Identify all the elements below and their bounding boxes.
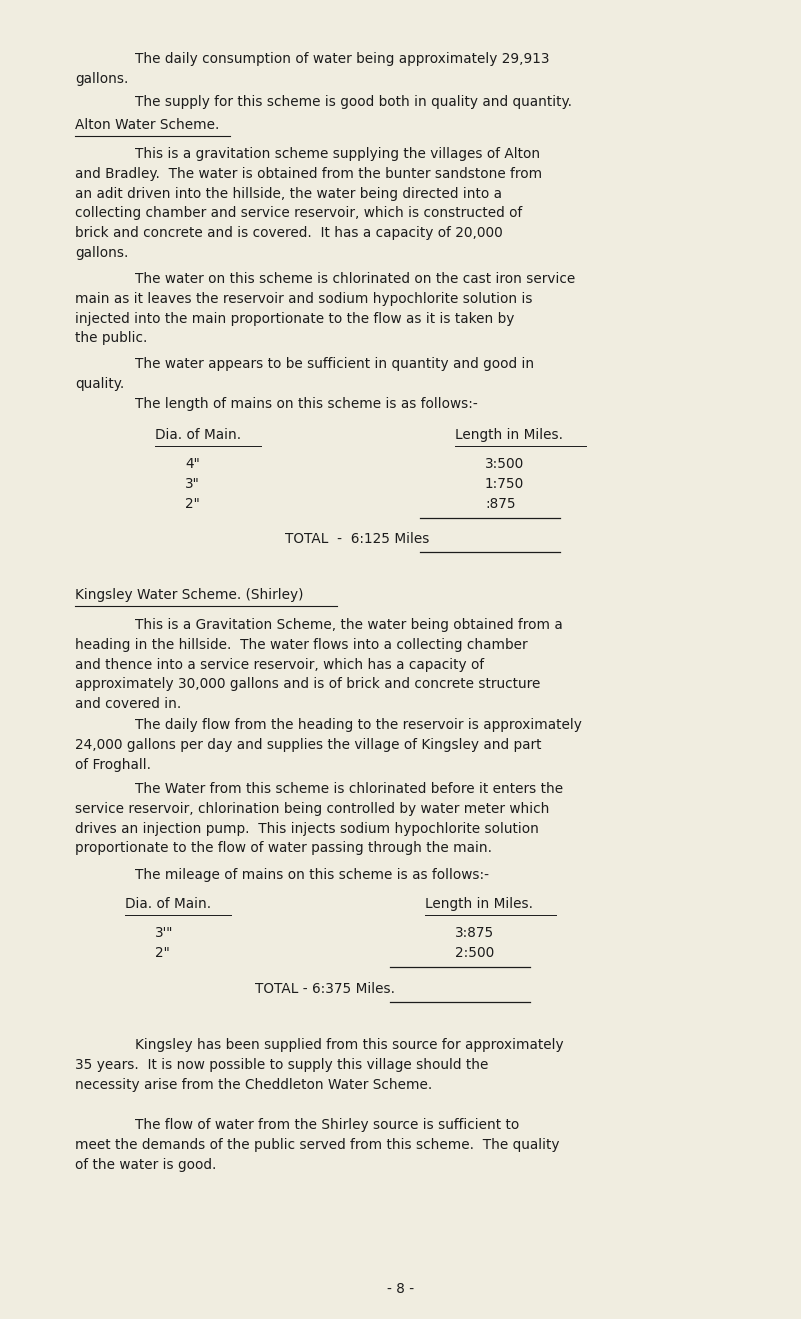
Text: Length in Miles.: Length in Miles.	[455, 427, 563, 442]
Text: The mileage of mains on this scheme is as follows:-: The mileage of mains on this scheme is a…	[135, 868, 489, 882]
Text: service reservoir, chlorination being controlled by water meter which: service reservoir, chlorination being co…	[75, 802, 549, 815]
Text: This is a Gravitation Scheme, the water being obtained from a: This is a Gravitation Scheme, the water …	[135, 619, 563, 632]
Text: 3": 3"	[185, 477, 199, 491]
Text: meet the demands of the public served from this scheme.  The quality: meet the demands of the public served fr…	[75, 1138, 560, 1151]
Text: TOTAL  -  6:125 Miles: TOTAL - 6:125 Miles	[285, 532, 429, 546]
Text: proportionate to the flow of water passing through the main.: proportionate to the flow of water passi…	[75, 842, 492, 856]
Text: The Water from this scheme is chlorinated before it enters the: The Water from this scheme is chlorinate…	[135, 782, 563, 795]
Text: brick and concrete and is covered.  It has a capacity of 20,000: brick and concrete and is covered. It ha…	[75, 226, 503, 240]
Text: necessity arise from the Cheddleton Water Scheme.: necessity arise from the Cheddleton Wate…	[75, 1078, 433, 1092]
Text: an adit driven into the hillside, the water being directed into a: an adit driven into the hillside, the wa…	[75, 186, 502, 200]
Text: of Froghall.: of Froghall.	[75, 757, 151, 772]
Text: 24,000 gallons per day and supplies the village of Kingsley and part: 24,000 gallons per day and supplies the …	[75, 737, 541, 752]
Text: gallons.: gallons.	[75, 71, 128, 86]
Text: The water appears to be sufficient in quantity and good in: The water appears to be sufficient in qu…	[135, 357, 534, 371]
Text: 1:750: 1:750	[485, 477, 524, 491]
Text: The supply for this scheme is good both in quality and quantity.: The supply for this scheme is good both …	[135, 95, 572, 109]
Text: 2": 2"	[155, 946, 170, 960]
Text: the public.: the public.	[75, 331, 147, 346]
Text: The length of mains on this scheme is as follows:-: The length of mains on this scheme is as…	[135, 397, 477, 412]
Text: The water on this scheme is chlorinated on the cast iron service: The water on this scheme is chlorinated …	[135, 272, 575, 286]
Text: Alton Water Scheme.: Alton Water Scheme.	[75, 117, 219, 132]
Text: The daily consumption of water being approximately 29,913: The daily consumption of water being app…	[135, 51, 549, 66]
Text: approximately 30,000 gallons and is of brick and concrete structure: approximately 30,000 gallons and is of b…	[75, 678, 541, 691]
Text: 2:500: 2:500	[455, 946, 494, 960]
Text: and thence into a service reservoir, which has a capacity of: and thence into a service reservoir, whi…	[75, 658, 484, 671]
Text: heading in the hillside.  The water flows into a collecting chamber: heading in the hillside. The water flows…	[75, 638, 528, 652]
Text: Kingsley Water Scheme. (Shirley): Kingsley Water Scheme. (Shirley)	[75, 588, 304, 601]
Text: This is a gravitation scheme supplying the villages of Alton: This is a gravitation scheme supplying t…	[135, 146, 540, 161]
Text: main as it leaves the reservoir and sodium hypochlorite solution is: main as it leaves the reservoir and sodi…	[75, 291, 533, 306]
Text: The flow of water from the Shirley source is sufficient to: The flow of water from the Shirley sourc…	[135, 1119, 519, 1132]
Text: 2": 2"	[185, 497, 199, 510]
Text: TOTAL - 6:375 Miles.: TOTAL - 6:375 Miles.	[255, 983, 395, 996]
Text: drives an injection pump.  This injects sodium hypochlorite solution: drives an injection pump. This injects s…	[75, 822, 539, 836]
Text: - 8 -: - 8 -	[387, 1282, 414, 1297]
Text: The daily flow from the heading to the reservoir is approximately: The daily flow from the heading to the r…	[135, 718, 582, 732]
Text: 3'": 3'"	[155, 926, 173, 940]
Text: and covered in.: and covered in.	[75, 698, 181, 711]
Text: Dia. of Main.: Dia. of Main.	[125, 897, 211, 911]
Text: :875: :875	[485, 497, 516, 510]
Text: Length in Miles.: Length in Miles.	[425, 897, 533, 911]
Text: and Bradley.  The water is obtained from the bunter sandstone from: and Bradley. The water is obtained from …	[75, 166, 542, 181]
Text: Dia. of Main.: Dia. of Main.	[155, 427, 241, 442]
Text: 3:500: 3:500	[485, 456, 524, 471]
Text: of the water is good.: of the water is good.	[75, 1158, 216, 1171]
Text: quality.: quality.	[75, 377, 124, 390]
Text: Kingsley has been supplied from this source for approximately: Kingsley has been supplied from this sou…	[135, 1038, 564, 1053]
Text: 3:875: 3:875	[455, 926, 494, 940]
Text: 35 years.  It is now possible to supply this village should the: 35 years. It is now possible to supply t…	[75, 1058, 489, 1072]
Text: gallons.: gallons.	[75, 247, 128, 260]
Text: 4": 4"	[185, 456, 199, 471]
Text: injected into the main proportionate to the flow as it is taken by: injected into the main proportionate to …	[75, 311, 514, 326]
Text: collecting chamber and service reservoir, which is constructed of: collecting chamber and service reservoir…	[75, 206, 522, 220]
